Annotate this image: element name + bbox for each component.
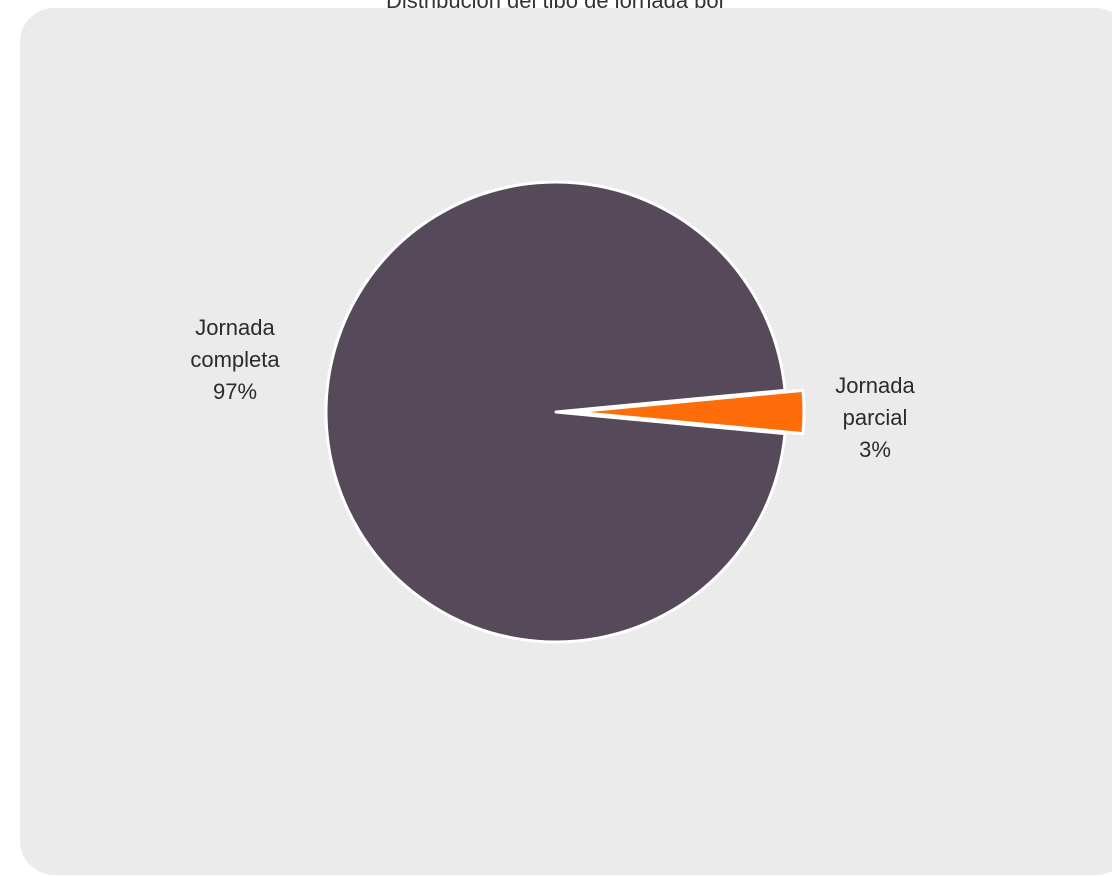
pie-slice-jornada-parcial xyxy=(572,388,806,436)
slice-label-line: Jornada xyxy=(195,315,275,340)
chart-title: Distribución del tipo de jornada por xyxy=(0,0,1112,8)
slice-label-jornada-completa: Jornada completa 97% xyxy=(145,312,325,408)
slice-label-line: completa xyxy=(190,347,280,372)
slice-label-line: Jornada xyxy=(835,373,915,398)
slice-value-label: 97% xyxy=(212,379,258,404)
slice-value-label: 3% xyxy=(859,437,891,462)
pie-slice-jornada-completa xyxy=(324,180,787,644)
chart-title-area: Distribución del tipo de jornada por xyxy=(0,0,1112,8)
slice-label-line: parcial xyxy=(842,405,908,430)
slice-label-jornada-parcial: Jornada parcial 3% xyxy=(785,370,965,466)
